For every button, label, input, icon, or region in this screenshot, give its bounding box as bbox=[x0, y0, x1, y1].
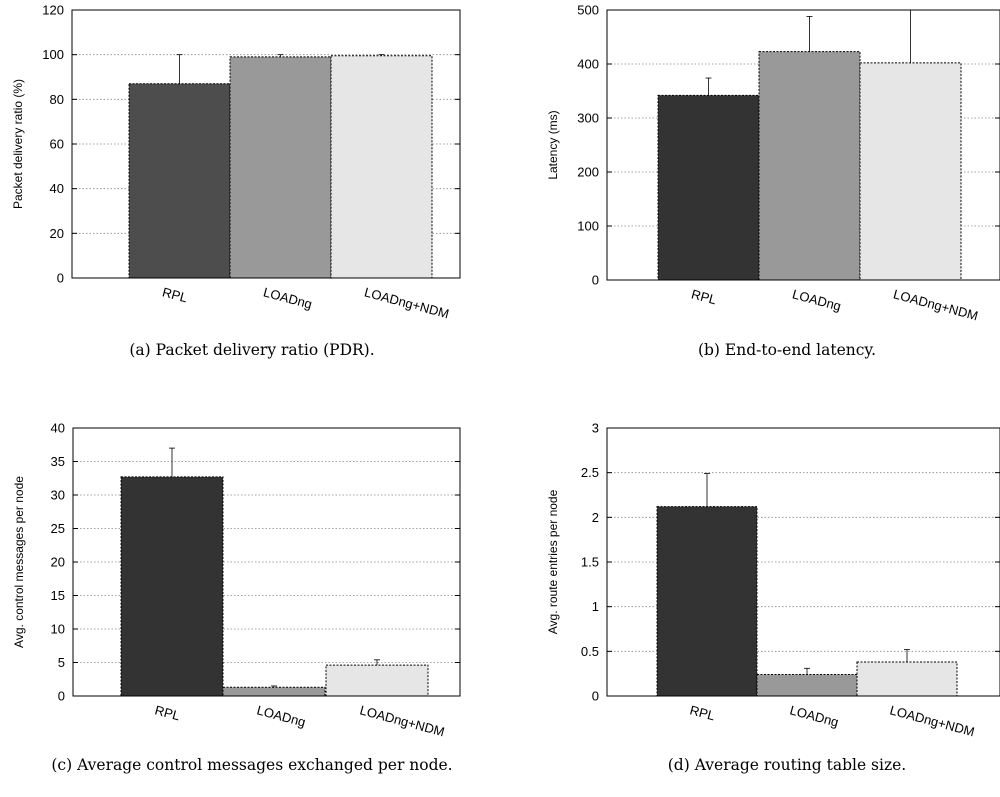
bar-loadng-ndm bbox=[859, 62, 962, 281]
y-tick-label: 1 bbox=[592, 599, 599, 614]
category-label-rpl: RPL bbox=[153, 702, 181, 723]
y-tick-label: 10 bbox=[51, 622, 65, 637]
category-label-loadng: LOADng bbox=[262, 284, 314, 311]
y-axis-title: Latency (ms) bbox=[546, 110, 560, 179]
chart-control-messages: 0 5 10 15 20 25 30 35 40 Avg. control messages pe… bbox=[12, 421, 461, 739]
bar-loadng bbox=[222, 686, 326, 697]
y-tick-label: 15 bbox=[51, 588, 65, 603]
y-tick-label: 20 bbox=[50, 226, 64, 241]
y-tick-label: 80 bbox=[50, 92, 64, 107]
caption-d: (d) Average routing table size. bbox=[667, 756, 907, 774]
y-tick-label: 60 bbox=[50, 137, 64, 152]
category-label-rpl: RPL bbox=[161, 284, 189, 305]
y-tick-label: 30 bbox=[51, 488, 65, 503]
y-tick-label: 200 bbox=[577, 165, 599, 180]
y-axis-title: Avg. route entries per node bbox=[546, 489, 560, 634]
y-tick-label: 5 bbox=[58, 655, 65, 670]
y-tick-label: 0 bbox=[592, 689, 599, 704]
y-tick-label: 100 bbox=[577, 219, 599, 234]
bar-rpl bbox=[657, 94, 760, 281]
y-tick-label: 500 bbox=[577, 3, 599, 18]
caption-b: (b) End-to-end latency. bbox=[697, 341, 877, 359]
y-tick-label: 400 bbox=[577, 57, 599, 72]
y-tick-label: 40 bbox=[50, 181, 64, 196]
category-label-loadng-ndm: LOADng+NDM bbox=[888, 702, 976, 739]
y-tick-label: 2 bbox=[592, 510, 599, 525]
bar-loadng bbox=[229, 56, 332, 279]
caption-c: (c) Average control messages exchanged p… bbox=[51, 756, 453, 774]
y-tick-label: 20 bbox=[51, 555, 65, 570]
y-tick-label: 2.5 bbox=[581, 465, 599, 480]
bar-loadng bbox=[756, 674, 858, 697]
y-tick-label: 3 bbox=[592, 421, 599, 436]
y-tick-label: 0 bbox=[58, 689, 65, 704]
category-label-loadng: LOADng bbox=[788, 702, 840, 729]
y-tick-label: 1.5 bbox=[581, 555, 599, 570]
category-label-rpl: RPL bbox=[690, 286, 718, 307]
y-tick-label: 300 bbox=[577, 111, 599, 126]
y-tick-label: 40 bbox=[51, 421, 65, 436]
category-label-loadng: LOADng bbox=[791, 286, 843, 313]
y-tick-label: 35 bbox=[51, 454, 65, 469]
bar-loadng-ndm bbox=[330, 55, 433, 279]
caption-a: (a) Packet delivery ratio (PDR). bbox=[129, 341, 375, 359]
y-tick-label: 0.5 bbox=[581, 644, 599, 659]
y-axis-title: Packet delivery ratio (%) bbox=[11, 79, 25, 209]
y-tick-label: 100 bbox=[42, 47, 64, 62]
plot-frame bbox=[606, 9, 1000, 281]
y-tick-label: 120 bbox=[42, 3, 64, 18]
category-label-loadng: LOADng bbox=[255, 702, 307, 729]
bar-loadng-ndm bbox=[856, 661, 958, 697]
y-axis-title: Avg. control messages per node bbox=[12, 476, 26, 648]
y-tick-label: 0 bbox=[592, 273, 599, 288]
category-label-loadng-ndm: LOADng+NDM bbox=[892, 286, 980, 323]
y-tick-label: 0 bbox=[57, 271, 64, 286]
bar-rpl bbox=[120, 476, 224, 697]
chart-pdr: 0 20 40 60 80 100 120 Packet delivery ratio (%)… bbox=[11, 3, 461, 321]
bar-loadng bbox=[758, 51, 861, 281]
y-tick-label: 25 bbox=[51, 521, 65, 536]
category-label-loadng-ndm: LOADng+NDM bbox=[363, 284, 451, 321]
category-label-loadng-ndm: LOADng+NDM bbox=[358, 702, 446, 739]
category-label-rpl: RPL bbox=[688, 702, 716, 723]
chart-latency: 0 100 200 300 400 500 Latency (ms) RPL LOADng LOA… bbox=[546, 3, 1000, 323]
bar-loadng-ndm bbox=[325, 664, 429, 697]
bar-rpl bbox=[656, 506, 758, 697]
bar-rpl bbox=[128, 83, 231, 279]
chart-routing-table: 0 0.5 1 1.5 2 2.5 3 Avg. route entries per node… bbox=[546, 421, 1000, 739]
